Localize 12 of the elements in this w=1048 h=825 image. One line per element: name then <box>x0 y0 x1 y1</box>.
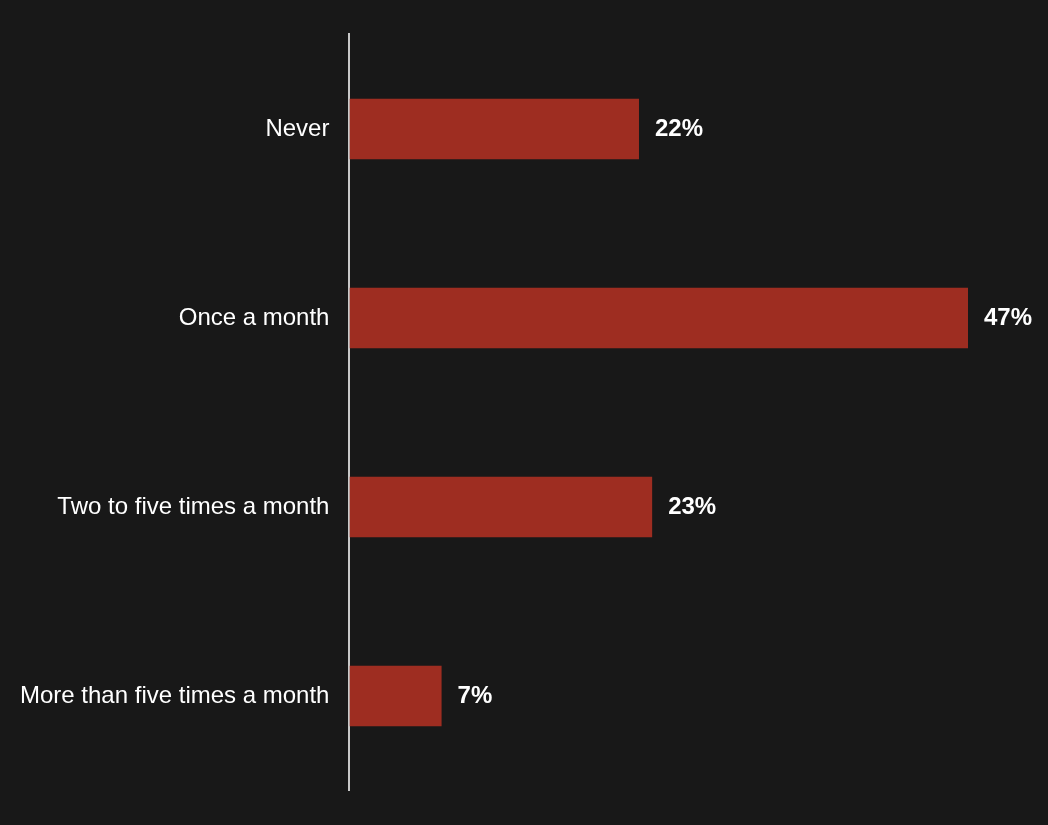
y-tick-label: More than five times a month <box>20 680 330 708</box>
y-tick-label: Two to five times a month <box>57 491 330 519</box>
bar <box>349 476 653 538</box>
data-label: 22% <box>654 113 704 141</box>
bar <box>349 287 968 349</box>
bar <box>349 98 639 160</box>
data-label: 47% <box>984 302 1033 330</box>
data-label: 23% <box>668 491 717 519</box>
y-tick-label: Once a month <box>178 302 330 330</box>
y-tick-label: Never <box>265 113 330 141</box>
bar <box>349 665 442 727</box>
data-label: 7% <box>457 680 493 708</box>
